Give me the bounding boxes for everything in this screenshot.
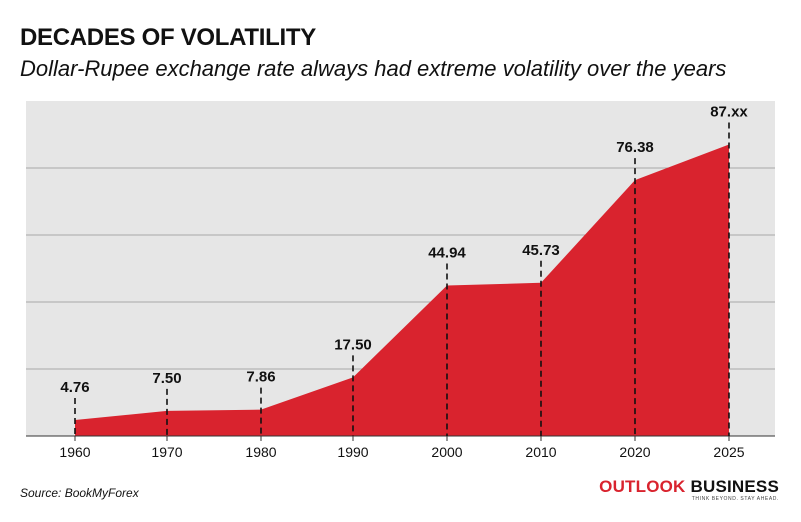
x-tick-label: 2010	[525, 444, 556, 460]
data-label: 44.94	[428, 244, 466, 261]
x-tick-label: 2000	[431, 444, 462, 460]
x-tick-label: 1980	[245, 444, 276, 460]
brand-name: OUTLOOK BUSINESS	[599, 478, 779, 496]
source-note: Source: BookMyForex	[20, 486, 139, 500]
data-label: 17.50	[334, 336, 372, 353]
brand-word-business: BUSINESS	[690, 477, 779, 496]
x-tick-label: 1970	[151, 444, 182, 460]
data-label: 76.38	[616, 139, 654, 156]
area-series	[75, 144, 729, 437]
x-tick-label: 1990	[337, 444, 368, 460]
brand-tagline: THINK BEYOND. STAY AHEAD.	[691, 496, 779, 502]
data-label: 7.50	[152, 370, 181, 387]
x-tick-label: 1960	[59, 444, 90, 460]
chart-subtitle: Dollar-Rupee exchange rate always had ex…	[20, 56, 727, 81]
brand-word-outlook: OUTLOOK	[599, 477, 686, 496]
data-label: 7.86	[246, 369, 275, 386]
x-tick-label: 2025	[713, 444, 744, 460]
brand-logo: OUTLOOK BUSINESS THINK BEYOND. STAY AHEA…	[599, 478, 779, 503]
data-label: 45.73	[522, 242, 560, 259]
data-label: 4.76	[60, 379, 89, 396]
data-label: 87.xx	[710, 104, 748, 121]
x-tick-label: 2020	[619, 444, 650, 460]
chart-title: DECADES OF VOLATILITY	[20, 24, 316, 51]
